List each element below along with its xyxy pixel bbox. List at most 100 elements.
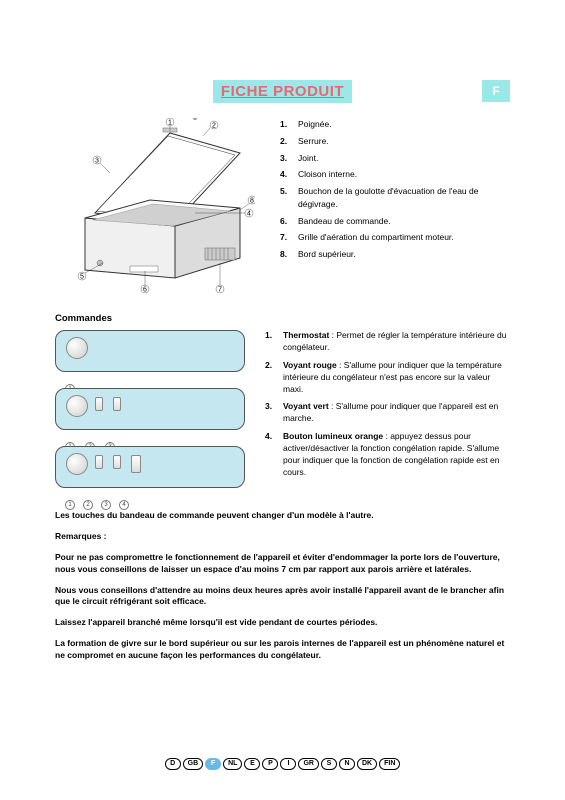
control-panel-1 xyxy=(55,330,245,372)
part-number: 2. xyxy=(280,135,292,148)
svg-text:2: 2 xyxy=(212,123,216,130)
language-pill-e[interactable]: E xyxy=(244,758,260,770)
control-desc-item: 3.Voyant vert : S'allume pour indiquer q… xyxy=(265,401,510,425)
part-text: Cloison interne. xyxy=(298,168,357,181)
control-text: Thermostat : Permet de régler la tempéra… xyxy=(283,330,510,354)
svg-text:6: 6 xyxy=(143,287,147,294)
svg-text:5: 5 xyxy=(80,274,84,281)
panel-3-subnums: 1234 xyxy=(65,500,129,510)
language-pill-i[interactable]: I xyxy=(280,758,296,770)
page-title: FICHE PRODUIT xyxy=(213,80,352,103)
remark-paragraph: Laissez l'appareil branché même lorsqu'i… xyxy=(55,617,510,629)
language-pill-f[interactable]: F xyxy=(205,758,221,770)
panel-subnum: 4 xyxy=(119,500,129,510)
svg-text:7: 7 xyxy=(218,287,222,294)
language-pill-gb[interactable]: GB xyxy=(183,758,204,770)
part-number: 7. xyxy=(280,231,292,244)
panel-2-wrap: 123 xyxy=(55,388,245,440)
thermostat-knob-icon xyxy=(66,453,88,475)
svg-text:3: 3 xyxy=(95,158,99,165)
part-text: Bord supérieur. xyxy=(298,248,356,261)
part-text: Serrure. xyxy=(298,135,329,148)
parts-list-item: 2. Serrure. xyxy=(280,135,510,148)
remark-paragraph: Pour ne pas compromettre le fonctionneme… xyxy=(55,552,510,576)
led-green-icon xyxy=(113,397,121,411)
thermostat-knob-icon xyxy=(66,395,88,417)
control-text: Bouton lumineux orange : appuyez dessus … xyxy=(283,431,510,479)
language-pill-nl[interactable]: NL xyxy=(223,758,242,770)
part-number: 5. xyxy=(280,185,292,211)
language-pill-s[interactable]: S xyxy=(321,758,337,770)
part-number: 4. xyxy=(280,168,292,181)
language-pill-dk[interactable]: DK xyxy=(357,758,377,770)
controls-description: 1.Thermostat : Permet de régler la tempé… xyxy=(265,330,510,498)
control-number: 4. xyxy=(265,431,277,479)
parts-list-item: 8. Bord supérieur. xyxy=(280,248,510,261)
control-panel-2 xyxy=(55,388,245,430)
part-number: 8. xyxy=(280,248,292,261)
control-number: 3. xyxy=(265,401,277,425)
language-strip: DGBFNLEPIGRSNDKFIN xyxy=(0,758,565,770)
panel-subnum: 2 xyxy=(83,500,93,510)
svg-text:8: 8 xyxy=(250,198,254,205)
freezer-diagram: 1 2 3 4 5 6 7 8 xyxy=(55,118,255,293)
led-red-icon xyxy=(95,397,103,411)
language-pill-fin[interactable]: FIN xyxy=(379,758,400,770)
svg-text:4: 4 xyxy=(247,211,251,218)
led-green-icon xyxy=(113,455,121,469)
controls-section: 1 123 1234 1.Thermost xyxy=(55,330,510,498)
led-group-icon xyxy=(95,455,141,473)
control-label: Voyant vert xyxy=(283,401,329,411)
parts-list-item: 4. Cloison interne. xyxy=(280,168,510,181)
part-number: 3. xyxy=(280,152,292,165)
led-red-icon xyxy=(95,455,103,469)
parts-list-item: 7. Grille d'aération du compartiment mote… xyxy=(280,231,510,244)
language-pill-d[interactable]: D xyxy=(165,758,181,770)
panel-1-wrap: 1 xyxy=(55,330,245,382)
svg-text:1: 1 xyxy=(168,120,172,127)
parts-list-item: 5.Bouchon de la goulotte d'évacuation de… xyxy=(280,185,510,211)
control-label: Bouton lumineux orange xyxy=(283,431,383,441)
control-panel-3 xyxy=(55,446,245,488)
current-language-badge: F xyxy=(482,80,510,102)
part-text: Grille d'aération du compartiment moteur… xyxy=(298,231,454,244)
panel-subnum: 3 xyxy=(101,500,111,510)
control-number: 2. xyxy=(265,360,277,396)
part-text: Poignée. xyxy=(298,118,332,131)
remarks-list: Pour ne pas compromettre le fonctionneme… xyxy=(55,552,510,662)
panel-subnum: 1 xyxy=(65,500,75,510)
panel-3-wrap: 1234 xyxy=(55,446,245,498)
parts-list-item: 3. Joint. xyxy=(280,152,510,165)
remark-paragraph: Nous vous conseillons d'attendre au moin… xyxy=(55,585,510,609)
body-text: Les touches du bandeau de commande peuve… xyxy=(55,510,510,662)
control-panels: 1 123 1234 xyxy=(55,330,245,498)
led-group-icon xyxy=(95,397,121,411)
control-desc-item: 4.Bouton lumineux orange : appuyez dessu… xyxy=(265,431,510,479)
product-overview: 1 2 3 4 5 6 7 8 1. Poignée. 2. Serrure. 3. Jo… xyxy=(55,118,510,293)
part-text: Bouchon de la goulotte d'évacuation de l… xyxy=(298,185,510,211)
control-label: Voyant rouge xyxy=(283,360,337,370)
note-line: Les touches du bandeau de commande peuve… xyxy=(55,510,510,522)
part-number: 1. xyxy=(280,118,292,131)
parts-list-item: 1. Poignée. xyxy=(280,118,510,131)
part-text: Bandeau de commande. xyxy=(298,215,391,228)
control-desc-item: 1.Thermostat : Permet de régler la tempé… xyxy=(265,330,510,354)
control-text: Voyant rouge : S'allume pour indiquer qu… xyxy=(283,360,510,396)
language-pill-gr[interactable]: GR xyxy=(298,758,319,770)
control-text: Voyant vert : S'allume pour indiquer que… xyxy=(283,401,510,425)
remarks-heading: Remarques : xyxy=(55,531,510,543)
commands-heading: Commandes xyxy=(55,313,510,324)
part-text: Joint. xyxy=(298,152,318,165)
parts-list-item: 6. Bandeau de commande. xyxy=(280,215,510,228)
language-pill-p[interactable]: P xyxy=(262,758,278,770)
control-number: 1. xyxy=(265,330,277,354)
parts-list: 1. Poignée. 2. Serrure. 3. Joint. 4. Cloison in… xyxy=(280,118,510,293)
remark-paragraph: La formation de givre sur le bord supéri… xyxy=(55,638,510,662)
header-row: FICHE PRODUIT F xyxy=(55,80,510,103)
thermostat-knob-icon xyxy=(66,337,88,359)
control-desc-item: 2.Voyant rouge : S'allume pour indiquer … xyxy=(265,360,510,396)
language-pill-n[interactable]: N xyxy=(339,758,355,770)
orange-button-icon xyxy=(131,455,141,473)
control-label: Thermostat xyxy=(283,330,329,340)
part-number: 6. xyxy=(280,215,292,228)
